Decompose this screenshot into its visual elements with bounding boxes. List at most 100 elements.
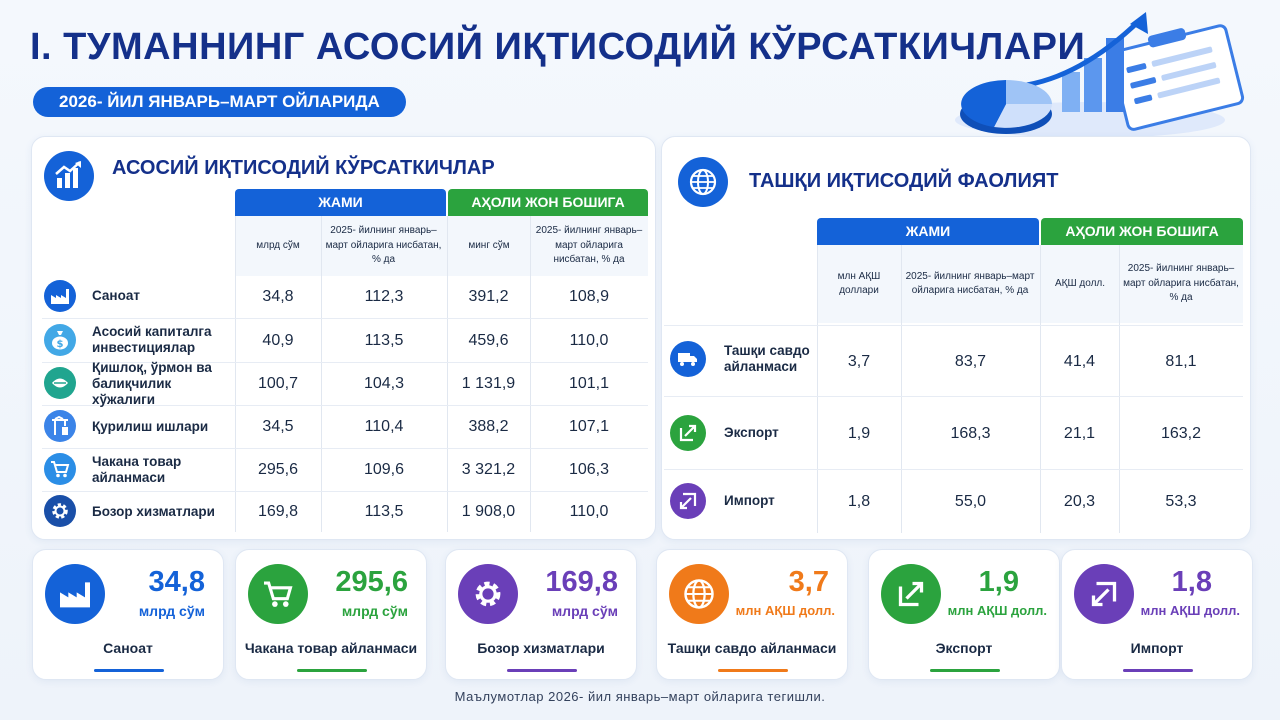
kpi-unit: млрд сўм — [341, 603, 408, 619]
table-cell: 53,3 — [1165, 493, 1197, 510]
kpi-value: 34,8 — [148, 566, 205, 598]
import-icon — [1074, 564, 1134, 624]
table-cell: 3 321,2 — [461, 461, 516, 478]
table-cell: 104,3 — [363, 375, 405, 392]
table-cell: 3,7 — [847, 352, 871, 370]
row-label: Импорт — [724, 492, 775, 508]
globe-icon — [678, 157, 728, 207]
group-header-total: ЖАМИ — [235, 189, 446, 216]
kpi-value: 295,6 — [335, 566, 408, 598]
table-cell: 109,6 — [363, 461, 405, 478]
kpi-card-export: 1,9 млн АҚШ долл. Экспорт — [868, 549, 1060, 680]
truck-icon — [670, 341, 706, 377]
panel-title: АСОСИЙ ИҚТИСОДИЙ КЎРСАТКИЧЛАР — [112, 157, 495, 179]
table-cell: 168,3 — [950, 424, 991, 442]
row-label: Асосий капиталга инвестициялар — [92, 323, 212, 355]
money-bag-icon: $ — [44, 324, 76, 356]
table-cell: 106,3 — [568, 461, 610, 478]
factory-icon — [45, 564, 105, 624]
table-cell: 1 908,0 — [461, 503, 516, 520]
row-label: Қишлоқ, ўрмон ва балиқчилик хўжалиги — [92, 359, 212, 408]
globe-icon — [669, 564, 729, 624]
kpi-card-services: 169,8 млрд сўм Бозор хизматлари — [445, 549, 637, 680]
gear-icon — [44, 495, 76, 527]
table-cell: 110,4 — [364, 418, 404, 435]
column-header-unit: АҚШ долл. — [1054, 277, 1106, 289]
kpi-unit: млрд сўм — [138, 603, 205, 619]
table-cell: 459,6 — [468, 332, 509, 349]
growth-chart-icon — [44, 151, 94, 201]
export-icon — [881, 564, 941, 624]
import-icon — [670, 483, 706, 519]
svg-text:$: $ — [57, 339, 64, 350]
analytics-illustration-icon — [955, 12, 1245, 138]
row-label: Чакана товар айланмаси — [92, 453, 182, 485]
column-header-change: 2025- йилнинг январь–март ойларига нисба… — [325, 225, 442, 266]
table-cell: 110,0 — [569, 503, 609, 520]
table-cell: 295,6 — [257, 461, 299, 478]
table-cell: 163,2 — [1160, 424, 1202, 442]
footnote: Маълумотлар 2026- йил январь–март ойлари… — [454, 689, 826, 704]
panel-title: ТАШҚИ ИҚТИСОДИЙ ФАОЛИЯТ — [749, 170, 1059, 192]
page-title: I. ТУМАННИНГ АСОСИЙ ИҚТИСОДИЙ КЎРСАТКИЧЛ… — [30, 26, 1086, 68]
column-header-change: 2025- йилнинг январь–март ойларига нисба… — [905, 270, 1035, 297]
table-cell: 169,8 — [257, 503, 299, 520]
row-label: Ташқи савдо айланмаси — [724, 342, 810, 374]
table-cell: 21,1 — [1063, 424, 1096, 442]
export-icon — [670, 415, 706, 451]
row-label: Экспорт — [724, 424, 779, 440]
kpi-unit: млрд сўм — [551, 603, 618, 619]
kpi-label: Ташқи савдо айланмаси — [667, 640, 837, 656]
table-cell: 107,1 — [568, 418, 610, 435]
column-header-unit: млн АҚШ доллари — [837, 270, 881, 297]
kpi-value: 169,8 — [545, 566, 618, 598]
table-cell: 113,5 — [364, 332, 404, 349]
kpi-card-import: 1,8 млн АҚШ долл. Импорт — [1061, 549, 1253, 680]
row-label: Қурилиш ишлари — [92, 418, 209, 434]
table-cell: 1,9 — [847, 424, 871, 442]
agriculture-icon — [44, 367, 76, 399]
row-label: Бозор хизматлари — [92, 503, 215, 519]
construction-crane-icon — [44, 410, 76, 442]
column-header-change: 2025- йилнинг январь–март ойларига нисба… — [1123, 263, 1239, 304]
kpi-label: Экспорт — [935, 640, 993, 656]
table-cell: 1,8 — [847, 493, 871, 510]
kpi-card-foreign-trade: 3,7 млн АҚШ долл. Ташқи савдо айланмаси — [656, 549, 848, 680]
column-header-unit: млрд сўм — [256, 239, 300, 251]
kpi-card-retail: 295,6 млрд сўм Чакана товар айланмаси — [235, 549, 427, 680]
column-header-change: 2025- йилнинг январь–март ойларига нисба… — [535, 225, 643, 266]
foreign-activity-panel: ТАШҚИ ИҚТИСОДИЙ ФАОЛИЯТ ЖАМИ АҲОЛИ ЖОН Б… — [661, 136, 1251, 540]
table-cell: 55,0 — [954, 493, 987, 510]
kpi-unit: млн АҚШ долл. — [947, 603, 1047, 618]
shopping-cart-icon — [248, 564, 308, 624]
kpi-label: Импорт — [1130, 640, 1184, 656]
group-header-per-capita: АҲОЛИ ЖОН БОШИГА — [448, 189, 648, 216]
table-cell: 34,8 — [262, 288, 294, 305]
kpi-unit: млн АҚШ долл. — [735, 603, 835, 618]
table-cell: 391,2 — [468, 288, 509, 305]
table-cell: 20,3 — [1063, 493, 1096, 510]
table-cell: 108,9 — [568, 288, 610, 305]
table-cell: 83,7 — [954, 352, 987, 370]
column-header-unit: минг сўм — [468, 239, 510, 251]
gear-icon — [458, 564, 518, 624]
kpi-unit: млн АҚШ долл. — [1140, 603, 1240, 618]
kpi-value: 3,7 — [788, 566, 829, 598]
kpi-value: 1,9 — [978, 566, 1019, 598]
table-cell: 41,4 — [1063, 352, 1096, 370]
table-cell: 112,3 — [364, 288, 404, 305]
table-cell: 110,0 — [569, 332, 609, 349]
kpi-label: Саноат — [103, 640, 153, 656]
group-header-per-capita: АҲОЛИ ЖОН БОШИГА — [1041, 218, 1243, 245]
table-cell: 81,1 — [1165, 352, 1197, 370]
table-cell: 100,7 — [257, 375, 299, 392]
group-header-total: ЖАМИ — [817, 218, 1039, 245]
shopping-cart-icon — [44, 453, 76, 485]
kpi-label: Чакана товар айланмаси — [244, 640, 418, 656]
table-cell: 1 131,9 — [461, 375, 516, 392]
main-indicators-panel: АСОСИЙ ИҚТИСОДИЙ КЎРСАТКИЧЛАР ЖАМИ АҲОЛИ… — [31, 136, 656, 540]
table-cell: 34,5 — [262, 418, 294, 435]
kpi-value: 1,8 — [1171, 566, 1212, 598]
table-cell: 388,2 — [468, 418, 509, 435]
kpi-card-industry: 34,8 млрд сўм Саноат — [32, 549, 224, 680]
